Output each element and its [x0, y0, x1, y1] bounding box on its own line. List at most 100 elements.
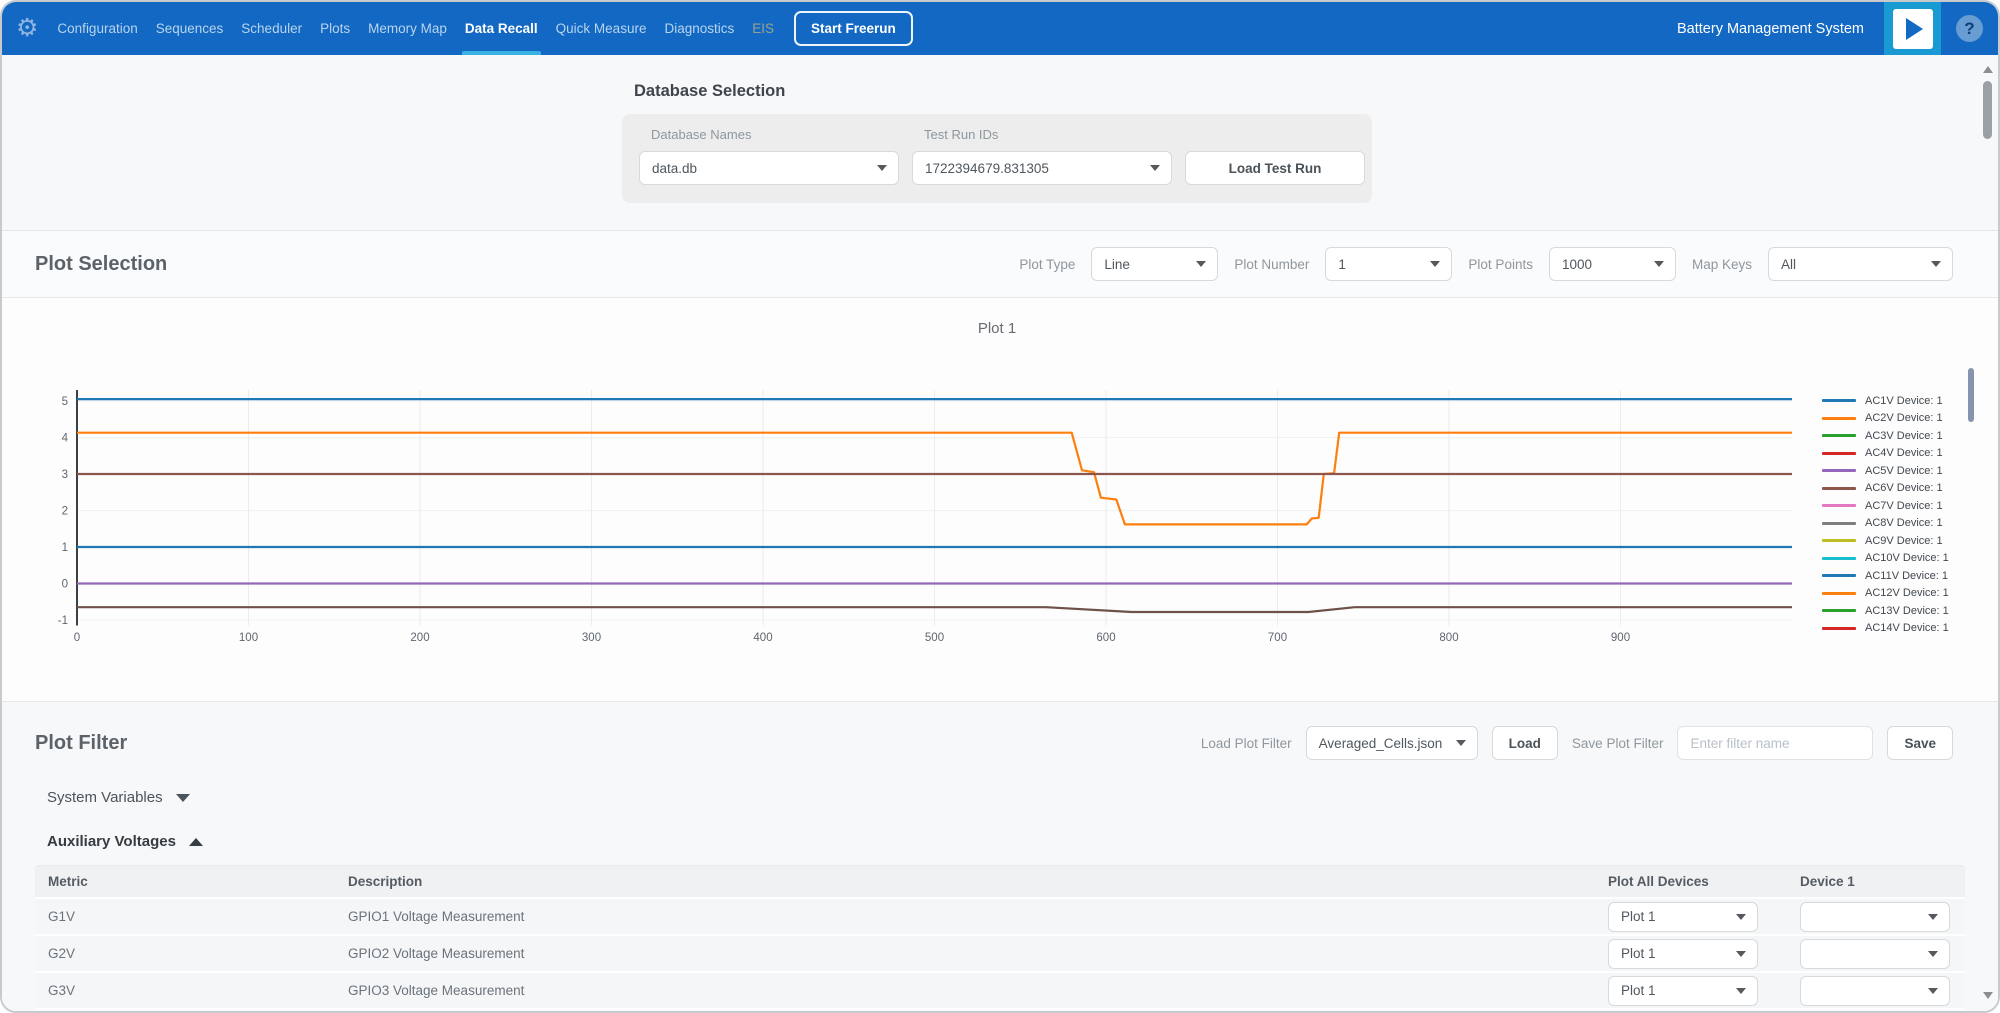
- device-1-select-g2v[interactable]: [1800, 938, 1950, 969]
- legend-line-swatch: [1822, 469, 1856, 473]
- device-1-select-g1v[interactable]: [1800, 901, 1950, 932]
- legend-item[interactable]: AC6V Device: 1: [1822, 480, 1949, 498]
- auxiliary-voltages-toggle[interactable]: Auxiliary Voltages: [47, 833, 203, 850]
- save-plot-filter-label: Save Plot Filter: [1571, 735, 1664, 751]
- chevron-down-icon: [1928, 950, 1938, 957]
- plot-type-value: Line: [1104, 256, 1130, 272]
- chevron-down-icon: [1736, 950, 1746, 957]
- legend-item[interactable]: AC12V Device: 1: [1822, 585, 1949, 603]
- nav-tab-quick-measure[interactable]: Quick Measure: [555, 21, 647, 36]
- start-freerun-button[interactable]: Start Freerun: [794, 11, 913, 46]
- legend-item[interactable]: AC3V Device: 1: [1822, 427, 1949, 445]
- legend-item[interactable]: AC10V Device: 1: [1822, 550, 1949, 568]
- scrollbar-up-arrow-icon[interactable]: [1983, 66, 1993, 73]
- svg-text:800: 800: [1439, 632, 1458, 644]
- nav-tab-scheduler[interactable]: Scheduler: [241, 21, 303, 36]
- chevron-down-icon: [1928, 913, 1938, 920]
- legend-line-swatch: [1822, 574, 1856, 578]
- legend-item[interactable]: AC2V Device: 1: [1822, 410, 1949, 428]
- load-filter-select[interactable]: Averaged_Cells.json: [1305, 726, 1478, 760]
- column-header-device-1: Device 1: [1800, 874, 1855, 889]
- plot-all-devices-select-g2v-value: Plot 1: [1621, 946, 1656, 961]
- plot-all-devices-select-g2v[interactable]: Plot 1: [1608, 938, 1758, 969]
- filter-name-input[interactable]: [1677, 726, 1874, 760]
- nav-tab-eis[interactable]: EIS: [752, 21, 775, 36]
- legend-scrollbar-thumb[interactable]: [1968, 368, 1974, 422]
- legend-item[interactable]: AC1V Device: 1: [1822, 392, 1949, 410]
- plot-all-devices-select-g1v[interactable]: Plot 1: [1608, 901, 1758, 932]
- line-chart[interactable]: -1 0 1 2 3 4 5 0 100 200 300 400 500 600 700 800 900: [2, 298, 1802, 702]
- plot-all-devices-cell: Plot 1: [1595, 938, 1787, 969]
- scrollbar-thumb[interactable]: [1983, 81, 1992, 139]
- legend-line-swatch: [1822, 591, 1856, 595]
- svg-text:1: 1: [62, 542, 68, 554]
- load-filter-value: Averaged_Cells.json: [1318, 735, 1443, 751]
- nav-tab-diagnostics[interactable]: Diagnostics: [664, 21, 735, 36]
- svg-text:3: 3: [62, 469, 68, 481]
- database-names-select[interactable]: data.db: [639, 151, 899, 185]
- legend-label: AC3V Device: 1: [1865, 429, 1943, 442]
- gear-icon[interactable]: ⚙: [16, 14, 39, 42]
- description-cell: GPIO3 Voltage Measurement: [348, 983, 525, 998]
- page-scrollbar: [1981, 57, 1995, 1008]
- svg-text:500: 500: [925, 632, 944, 644]
- chevron-up-icon: [188, 837, 203, 846]
- nav-tab-plots[interactable]: Plots: [320, 21, 351, 36]
- svg-text:300: 300: [582, 632, 601, 644]
- column-header-description: Description: [348, 874, 423, 889]
- load-filter-button[interactable]: Load: [1491, 726, 1558, 760]
- legend-label: AC10V Device: 1: [1865, 552, 1949, 565]
- plot-type-select[interactable]: Line: [1091, 247, 1219, 281]
- legend-item[interactable]: AC7V Device: 1: [1822, 497, 1949, 515]
- load-test-run-button[interactable]: Load Test Run: [1185, 151, 1365, 185]
- legend-item[interactable]: AC13V Device: 1: [1822, 602, 1949, 620]
- plot-points-label: Plot Points: [1468, 256, 1533, 272]
- legend-label: AC9V Device: 1: [1865, 534, 1943, 547]
- svg-text:0: 0: [74, 632, 80, 644]
- test-run-ids-label: Test Run IDs: [924, 127, 999, 142]
- auxiliary-voltages-label: Auxiliary Voltages: [47, 833, 176, 850]
- plot-number-select[interactable]: 1: [1325, 247, 1453, 281]
- legend-line-swatch: [1822, 504, 1856, 508]
- legend-item[interactable]: AC8V Device: 1: [1822, 515, 1949, 533]
- svg-text:-1: -1: [58, 615, 68, 627]
- legend-item[interactable]: AC11V Device: 1: [1822, 567, 1949, 585]
- plot-points-select[interactable]: 1000: [1548, 247, 1676, 281]
- plot-all-devices-cell: Plot 1: [1595, 975, 1787, 1006]
- legend-label: AC4V Device: 1: [1865, 447, 1943, 460]
- device-1-select-g3v[interactable]: [1800, 975, 1950, 1006]
- map-keys-select[interactable]: All: [1768, 247, 1953, 281]
- table-row-g3v: G3V GPIO3 Voltage Measurement Plot 1: [35, 973, 1965, 1010]
- nav-tab-data-recall[interactable]: Data Recall: [461, 2, 541, 55]
- legend-item[interactable]: AC4V Device: 1: [1822, 445, 1949, 463]
- scrollbar-down-arrow-icon[interactable]: [1983, 992, 1993, 999]
- nav-tab-configuration[interactable]: Configuration: [57, 21, 138, 36]
- navbar-right: Battery Management System ?: [1677, 2, 1998, 55]
- test-run-ids-select[interactable]: 1722394679.831305: [912, 151, 1172, 185]
- svg-text:400: 400: [753, 632, 772, 644]
- table-row-g1v: G1V GPIO1 Voltage Measurement Plot 1: [35, 899, 1965, 936]
- legend-item[interactable]: AC14V Device: 1: [1822, 620, 1949, 638]
- table-header-row: Metric Description Plot All Devices Device …: [35, 865, 1965, 899]
- svg-text:100: 100: [239, 632, 258, 644]
- nav-tab-sequences[interactable]: Sequences: [155, 21, 224, 36]
- device-1-cell: [1787, 901, 1965, 932]
- legend-line-swatch: [1822, 521, 1856, 525]
- legend-item[interactable]: AC9V Device: 1: [1822, 532, 1949, 550]
- help-icon[interactable]: ?: [1956, 15, 1983, 42]
- legend-line-swatch: [1822, 626, 1856, 630]
- column-header-plot-all-devices: Plot All Devices: [1608, 874, 1709, 889]
- device-1-cell: [1787, 975, 1965, 1006]
- save-filter-button[interactable]: Save: [1887, 726, 1953, 760]
- plot-all-devices-cell: Plot 1: [1595, 901, 1787, 932]
- play-button[interactable]: [1884, 2, 1941, 55]
- plot-all-devices-select-g1v-value: Plot 1: [1621, 909, 1656, 924]
- system-variables-toggle[interactable]: System Variables: [47, 789, 190, 806]
- plot-selection-bar: Plot Selection Plot Type Line Plot Numbe…: [2, 230, 1998, 297]
- plot-type-label: Plot Type: [1019, 256, 1076, 272]
- nav-tab-memory-map[interactable]: Memory Map: [368, 21, 447, 36]
- plot-all-devices-select-g3v[interactable]: Plot 1: [1608, 975, 1758, 1006]
- chevron-down-icon: [1455, 740, 1466, 746]
- legend-item[interactable]: AC5V Device: 1: [1822, 462, 1949, 480]
- database-names-label: Database Names: [651, 127, 752, 142]
